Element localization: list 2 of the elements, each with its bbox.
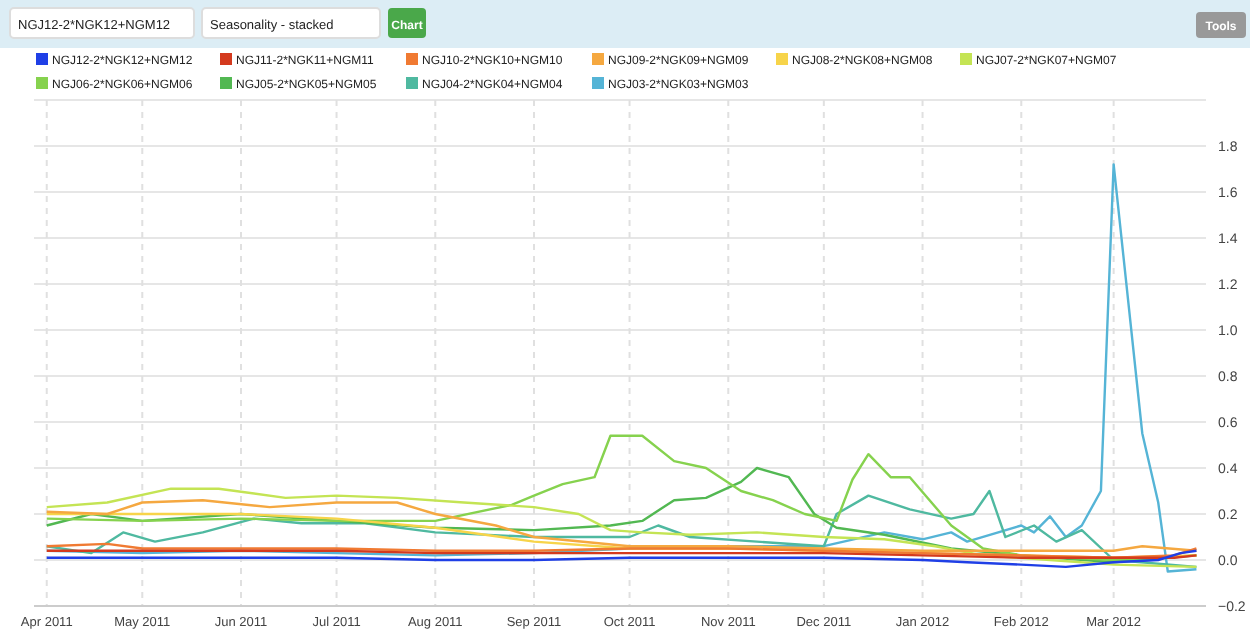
line-series [45,542,1198,559]
line-series [45,549,1198,569]
